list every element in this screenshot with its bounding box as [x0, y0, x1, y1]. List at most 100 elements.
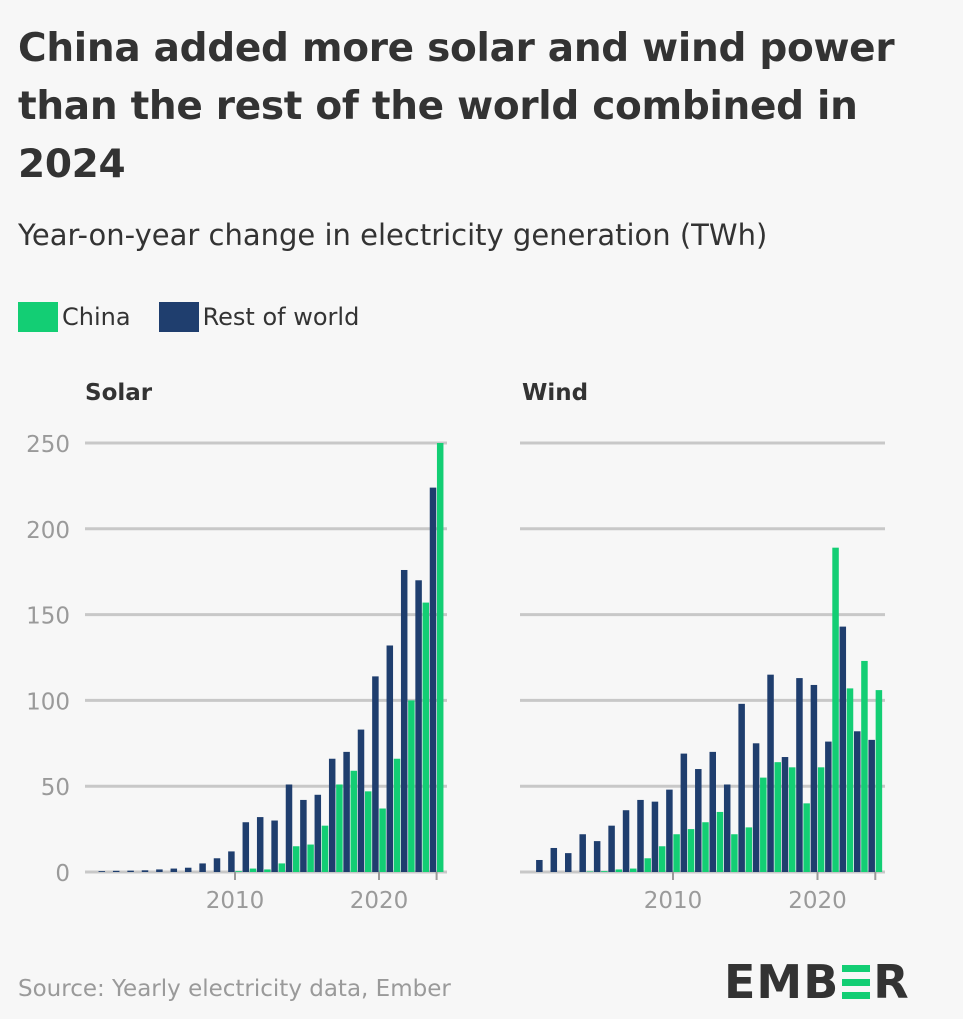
bar-rest-of-world-2007 — [184, 867, 192, 872]
bar-rest-of-world-2024 — [429, 487, 437, 872]
legend-item-china: China — [18, 302, 131, 332]
bar-rest-of-world-2009 — [651, 801, 659, 872]
bar-rest-of-world-2021 — [386, 645, 394, 872]
bar-china-2017 — [336, 784, 343, 872]
bar-rest-of-world-2015 — [738, 703, 745, 872]
bar-rest-of-world-2012 — [256, 817, 264, 872]
bar-rest-of-world-2023 — [854, 731, 861, 872]
panel-title: Wind — [522, 380, 588, 406]
y-tick-label: 0 — [55, 861, 70, 887]
panel-title: Solar — [85, 380, 153, 406]
bar-rest-of-world-2003 — [127, 870, 134, 872]
bar-china-2023 — [422, 602, 430, 872]
bar-china-2019 — [803, 803, 810, 872]
bar-china-2014 — [731, 834, 738, 872]
bar-rest-of-world-2005 — [593, 841, 601, 872]
bar-rest-of-world-2011 — [242, 822, 250, 872]
ember-logo: EMB R — [724, 955, 910, 1009]
bar-rest-of-world-2017 — [328, 758, 336, 872]
bar-china-2015 — [307, 844, 314, 872]
bar-rest-of-world-2023 — [415, 580, 422, 872]
bar-china-2010 — [235, 871, 242, 872]
y-tick-label: 250 — [26, 432, 70, 458]
x-tick-label: 2020 — [350, 888, 409, 914]
bar-rest-of-world-2002 — [112, 870, 120, 872]
bar-china-2021 — [393, 758, 401, 872]
bar-china-2006 — [615, 869, 623, 872]
bar-rest-of-world-2018 — [343, 751, 350, 872]
bar-china-2013 — [278, 863, 286, 872]
bar-china-2017 — [774, 762, 781, 872]
chart-subtitle: Year-on-year change in electricity gener… — [18, 218, 768, 252]
bar-china-2004 — [586, 871, 594, 872]
bar-china-2013 — [716, 811, 724, 872]
bar-china-2022 — [408, 700, 415, 872]
chart-title: China added more solar and wind power th… — [18, 26, 895, 187]
bar-rest-of-world-2018 — [781, 757, 789, 872]
bar-rest-of-world-2001 — [98, 871, 106, 872]
bar-china-2019 — [364, 791, 372, 872]
bar-rest-of-world-2008 — [199, 863, 206, 872]
bar-china-2021 — [832, 547, 839, 872]
legend-swatch-rest-of-world — [158, 302, 199, 332]
x-tick-label: 2010 — [206, 888, 265, 914]
x-tick-label: 2010 — [644, 888, 703, 914]
bar-rest-of-world-2010 — [228, 851, 235, 872]
bar-china-2009 — [658, 846, 666, 872]
bar-china-2020 — [817, 767, 825, 872]
bar-china-2020 — [379, 808, 386, 872]
bar-china-2010 — [673, 834, 680, 872]
bar-rest-of-world-2002 — [550, 847, 558, 872]
bar-rest-of-world-2022 — [839, 626, 847, 872]
bar-rest-of-world-2013 — [709, 751, 716, 872]
bar-china-2016 — [760, 777, 767, 872]
bar-china-2012 — [264, 869, 271, 872]
bar-rest-of-world-2024 — [868, 739, 875, 872]
bar-rest-of-world-2003 — [565, 853, 572, 872]
bar-china-2014 — [292, 846, 300, 872]
bar-rest-of-world-2014 — [285, 784, 293, 872]
bar-china-2022 — [846, 688, 854, 872]
bar-rest-of-world-2021 — [825, 741, 832, 872]
bar-china-2011 — [249, 868, 257, 872]
bar-rest-of-world-2007 — [622, 810, 630, 872]
bar-china-2011 — [687, 829, 695, 872]
y-tick-label: 200 — [26, 518, 70, 544]
bar-rest-of-world-2012 — [695, 769, 702, 872]
bar-rest-of-world-2006 — [608, 825, 615, 872]
bar-rest-of-world-2009 — [213, 858, 221, 872]
bar-rest-of-world-2008 — [637, 799, 644, 872]
legend-item-rest-of-world: Rest of world — [158, 302, 359, 332]
bar-rest-of-world-2010 — [666, 789, 673, 872]
bar-rest-of-world-2004 — [579, 834, 586, 872]
legend: China Rest of world — [18, 302, 387, 332]
bar-rest-of-world-2014 — [723, 784, 731, 872]
bar-rest-of-world-2019 — [796, 678, 803, 872]
bar-china-2016 — [321, 825, 329, 872]
bar-rest-of-world-2022 — [400, 569, 408, 872]
bar-china-2008 — [644, 858, 651, 872]
bar-china-2023 — [861, 660, 868, 872]
y-tick-label: 50 — [41, 775, 70, 801]
bar-rest-of-world-2017 — [767, 674, 774, 872]
bar-china-2015 — [745, 827, 753, 872]
bar-china-2024 — [436, 443, 444, 872]
bar-rest-of-world-2004 — [141, 870, 149, 872]
bar-rest-of-world-2020 — [372, 676, 379, 872]
bar-china-2007 — [630, 868, 637, 872]
bar-rest-of-world-2005 — [156, 869, 163, 872]
bar-rest-of-world-2020 — [810, 684, 818, 872]
x-tick-label: 2020 — [788, 888, 847, 914]
bar-rest-of-world-2019 — [357, 729, 365, 872]
legend-label: China — [62, 303, 131, 331]
y-tick-label: 100 — [26, 689, 70, 715]
bar-rest-of-world-2013 — [271, 820, 278, 872]
bar-rest-of-world-2016 — [752, 743, 760, 872]
bar-china-2012 — [702, 822, 709, 872]
bar-china-2005 — [601, 871, 608, 872]
bar-rest-of-world-2016 — [314, 794, 322, 872]
source-note: Source: Yearly electricity data, Ember — [18, 976, 451, 1002]
bar-rest-of-world-2015 — [300, 799, 307, 872]
bar-china-2018 — [350, 770, 358, 872]
